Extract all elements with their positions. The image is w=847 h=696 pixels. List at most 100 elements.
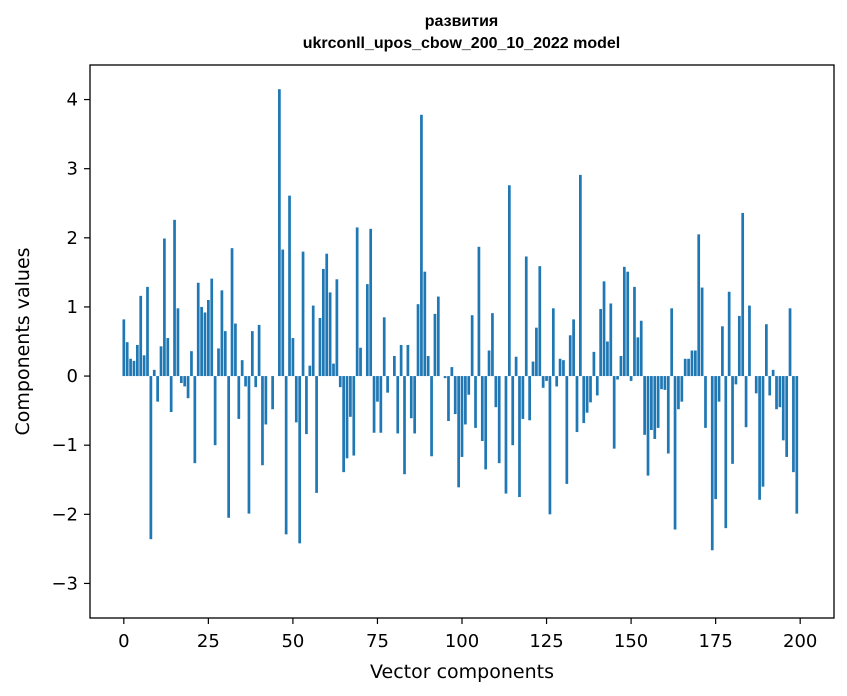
bar-195 <box>781 376 785 441</box>
bar-53 <box>301 251 305 377</box>
bar-160 <box>663 376 667 390</box>
bar-78 <box>386 376 389 393</box>
bar-172 <box>704 376 707 428</box>
bar-39 <box>254 376 258 388</box>
bar-77 <box>382 317 386 377</box>
bar-105 <box>477 246 481 377</box>
bar-10 <box>156 376 159 402</box>
bar-187 <box>754 376 758 394</box>
bar-162 <box>670 308 674 377</box>
bar-87 <box>416 304 420 377</box>
bar-1 <box>125 342 129 377</box>
x-tick-label: 0 <box>118 631 129 652</box>
bar-85 <box>409 376 413 419</box>
bar-175 <box>714 376 717 500</box>
bar-80 <box>393 356 396 377</box>
bar-178 <box>724 376 728 529</box>
bar-171 <box>700 287 704 377</box>
bar-129 <box>558 358 562 377</box>
bar-92 <box>433 313 437 377</box>
bar-58 <box>318 318 322 377</box>
bar-2 <box>129 358 132 377</box>
bar-181 <box>734 376 738 385</box>
bar-62 <box>332 363 335 377</box>
x-tick-label: 25 <box>197 631 220 652</box>
y-tick-label: −1 <box>51 435 78 456</box>
bar-34 <box>237 376 241 419</box>
bar-83 <box>403 376 406 475</box>
bar-44 <box>271 376 274 410</box>
bar-31 <box>227 376 231 518</box>
bar-113 <box>504 376 508 494</box>
y-tick-label: 0 <box>67 366 78 387</box>
bar-17 <box>179 376 183 383</box>
bar-135 <box>579 174 582 377</box>
bar-130 <box>562 360 565 377</box>
bar-115 <box>511 376 515 446</box>
bar-174 <box>710 376 714 551</box>
bar-98 <box>453 376 457 415</box>
bar-127 <box>551 308 555 377</box>
bar-33 <box>234 323 237 377</box>
bar-32 <box>230 248 234 377</box>
bar-0 <box>122 319 126 377</box>
bar-26 <box>210 278 214 377</box>
y-tick-label: 1 <box>67 297 78 318</box>
bar-167 <box>687 358 690 377</box>
bar-47 <box>281 249 285 377</box>
bar-131 <box>565 376 569 484</box>
bar-66 <box>345 376 349 459</box>
bar-183 <box>741 212 745 377</box>
x-axis-label: Vector components <box>370 661 554 683</box>
bar-49 <box>288 195 291 377</box>
bar-192 <box>771 369 775 377</box>
bar-199 <box>795 376 799 514</box>
bar-74 <box>372 376 376 433</box>
bar-170 <box>697 234 701 377</box>
x-axis-ticks: 0 25 50 75 100 125 150 175 200 <box>118 618 817 652</box>
bar-72 <box>365 284 369 377</box>
bar-88 <box>420 114 423 377</box>
bar-18 <box>183 376 187 387</box>
bar-176 <box>717 376 721 402</box>
bar-30 <box>223 331 227 377</box>
bar-146 <box>616 376 619 380</box>
x-tick-label: 75 <box>366 631 389 652</box>
x-tick-label: 100 <box>445 631 479 652</box>
bar-82 <box>399 344 403 377</box>
bar-4 <box>135 344 139 377</box>
bar-15 <box>173 219 176 377</box>
bar-99 <box>457 376 460 488</box>
bar-89 <box>423 271 427 377</box>
bar-190 <box>765 324 768 377</box>
bar-25 <box>207 300 210 377</box>
bar-23 <box>200 306 203 377</box>
bar-126 <box>548 376 552 515</box>
bar-134 <box>575 376 579 433</box>
bar-52 <box>298 376 302 544</box>
y-axis-ticks: −3 −2 −1 0 1 2 3 4 <box>51 90 90 594</box>
bar-81 <box>396 376 400 434</box>
bar-11 <box>159 346 163 377</box>
bar-138 <box>589 376 592 403</box>
bar-194 <box>778 376 782 408</box>
bar-24 <box>203 312 207 377</box>
bar-20 <box>190 351 193 377</box>
bar-119 <box>524 256 528 377</box>
bar-168 <box>690 350 694 377</box>
bar-84 <box>406 344 410 377</box>
bar-8 <box>149 376 153 540</box>
bar-103 <box>470 315 474 377</box>
bar-180 <box>731 376 734 464</box>
bar-51 <box>294 376 298 423</box>
bar-21 <box>193 376 197 464</box>
bar-91 <box>430 376 433 457</box>
bar-155 <box>646 376 650 476</box>
bar-5 <box>139 295 143 377</box>
bar-86 <box>413 376 417 434</box>
bar-6 <box>142 355 146 377</box>
bar-3 <box>132 360 136 377</box>
bar-61 <box>328 292 332 377</box>
bar-132 <box>568 335 572 377</box>
bar-148 <box>622 266 626 377</box>
